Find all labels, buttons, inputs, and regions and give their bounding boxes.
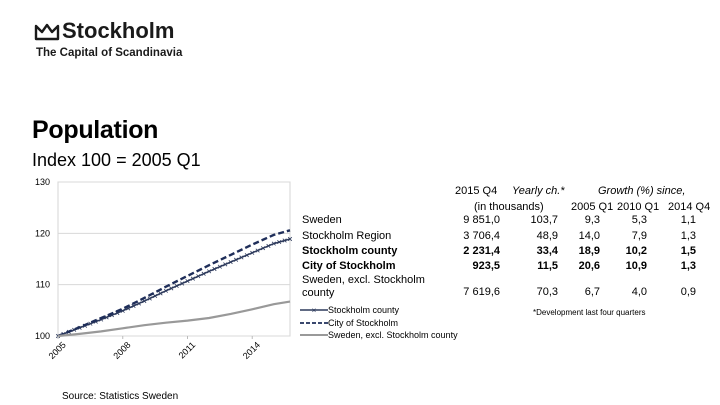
series-marker [228, 259, 233, 265]
table-cell-g2010: 5,3 [631, 214, 647, 226]
series-marker [196, 274, 201, 279]
series-marker [217, 264, 222, 269]
x-tick-label: 2014 [241, 340, 262, 361]
series-marker [163, 288, 168, 293]
series-marker [282, 238, 287, 243]
logo-name: Stockholm [62, 18, 175, 43]
series-marker [255, 248, 260, 253]
table-cell-g2005: 20,6 [578, 260, 600, 272]
table-cell-g2010: 10,9 [625, 260, 647, 272]
table-cell-g2005: 14,0 [578, 230, 600, 242]
series-marker [250, 250, 255, 255]
series-marker [169, 286, 174, 291]
series-marker [185, 278, 190, 284]
header-units: (in thousands) [474, 201, 544, 213]
table-cell-g2014: 1,1 [680, 214, 696, 226]
table-cell-g2010: 7,9 [631, 230, 647, 242]
plot-area [57, 181, 291, 337]
header-2015q4: 2015 Q4 [455, 185, 498, 197]
table-row-label: Stockholm county [302, 245, 398, 257]
crown-icon [34, 23, 60, 41]
svg-text:×: × [312, 306, 317, 315]
series-marker [206, 269, 212, 274]
table-cell-g2014: 1,5 [680, 245, 696, 257]
series-marker [153, 293, 158, 299]
series-marker [180, 281, 185, 286]
series-marker [158, 291, 163, 296]
series-marker [190, 276, 195, 281]
table-cell-v2015: 923,5 [472, 260, 500, 272]
table-cell-yearly: 11,5 [537, 260, 558, 272]
series-marker [223, 262, 228, 267]
header-yearly-change: Yearly ch.* [512, 185, 565, 197]
series-marker [131, 303, 136, 309]
table-cell-g2010: 4,0 [631, 286, 647, 298]
table-row-label: Sweden, excl. Stockholm county [302, 274, 425, 299]
series-city-of-stockholm [57, 229, 291, 338]
series-marker [201, 271, 206, 276]
series-marker [260, 246, 266, 251]
table-cell-g2014: 1,3 [680, 260, 696, 272]
series-marker [277, 239, 282, 245]
table-cell-v2015: 3 706,4 [463, 230, 500, 242]
series-sweden-excl [57, 300, 291, 338]
table-cell-v2015: 7 619,6 [463, 286, 500, 298]
legend-city-of-stockholm: City of Stockholm [328, 318, 399, 328]
table-cell-g2005: 9,3 [584, 214, 600, 226]
y-tick-label: 110 [36, 280, 50, 290]
y-tick-label: 130 [35, 177, 50, 187]
series-marker [174, 283, 179, 289]
legend-sweden-excl: Sweden, excl. Stockholm county [328, 330, 458, 340]
table-row-label: Stockholm Region [302, 230, 392, 242]
series-marker [233, 257, 239, 262]
series-marker [147, 296, 152, 301]
table-cell-v2015: 9 851,0 [463, 214, 500, 226]
y-tick-label: 120 [35, 228, 50, 238]
footnote: *Development last four quarters [533, 308, 646, 317]
series-marker [104, 315, 109, 320]
page-title: Population [32, 116, 159, 144]
series-marker [244, 253, 249, 258]
x-tick-label: 2011 [177, 340, 198, 361]
table-cell-v2015: 2 231,4 [463, 245, 500, 257]
table-cell-yearly: 103,7 [530, 214, 558, 226]
source-note: Source: Statistics Sweden [62, 391, 179, 402]
table-cell-yearly: 48,9 [536, 230, 558, 242]
table-row-label: Sweden [302, 214, 342, 226]
series-marker [239, 255, 244, 260]
header-2014q4: 2014 Q4 [668, 201, 711, 213]
header-2005q1: 2005 Q1 [571, 201, 614, 213]
page-subtitle: Index 100 = 2005 Q1 [32, 150, 201, 170]
x-tick-label: 2005 [47, 340, 68, 361]
header-2010q1: 2010 Q1 [617, 201, 660, 213]
table-cell-g2014: 1,3 [680, 230, 696, 242]
series-marker [266, 243, 271, 248]
series-marker [271, 241, 276, 246]
table-cell-g2010: 10,2 [625, 245, 647, 257]
table-cell-yearly: 70,3 [536, 286, 558, 298]
series-marker [287, 236, 293, 242]
series-marker [212, 266, 217, 272]
table-cell-yearly: 33,4 [536, 245, 558, 257]
legend-stockholm-county: Stockholm county [328, 305, 400, 315]
logo-tagline: The Capital of Scandinavia [36, 47, 183, 59]
x-tick-label: 2008 [111, 340, 132, 361]
table-cell-g2014: 0,9 [680, 286, 696, 298]
table-cell-g2005: 18,9 [578, 245, 600, 257]
y-tick-label: 100 [35, 331, 50, 341]
table-cell-g2005: 6,7 [584, 286, 600, 298]
header-growth: Growth (%) since, [598, 185, 686, 197]
table-row-label: City of Stockholm [302, 260, 396, 272]
